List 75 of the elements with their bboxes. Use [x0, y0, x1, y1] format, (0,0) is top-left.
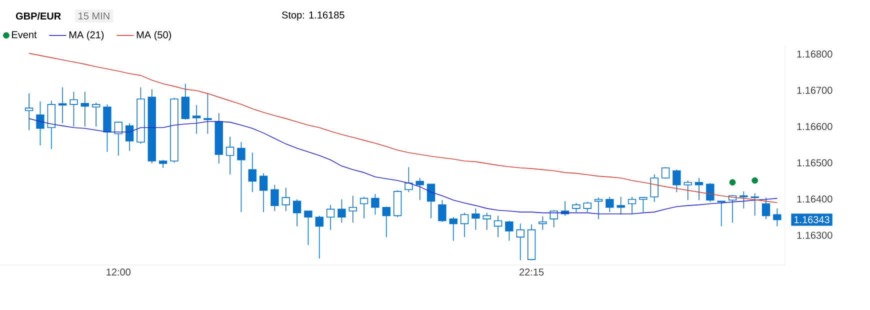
candlestick: [616, 196, 625, 216]
candlestick: [438, 200, 446, 222]
candlestick: [572, 202, 580, 212]
candlestick: [460, 212, 469, 238]
y-tick-label: 1.16600: [797, 123, 832, 130]
candlestick: [103, 104, 112, 152]
candlestick: [214, 112, 223, 164]
text: 1.16343: [794, 216, 830, 224]
candlestick: [661, 166, 670, 180]
legend-label: Event: [12, 31, 37, 38]
candlestick: [628, 196, 636, 214]
candlestick: [773, 208, 782, 227]
candlestick: [248, 152, 256, 193]
candlestick: [192, 104, 201, 134]
candlestick: [650, 174, 658, 202]
y-tick-label: 1.16400: [797, 195, 832, 203]
candlestick: [338, 198, 346, 223]
candlestick: [237, 142, 246, 212]
chart-subtitle: 15 MIN: [78, 12, 110, 20]
candlestick: [125, 122, 134, 152]
candlestick: [259, 172, 268, 212]
y-tick-label: 1.16700: [797, 86, 832, 94]
candlestick: [36, 101, 44, 146]
candlestick: [606, 196, 614, 212]
candlestick: [282, 187, 290, 212]
candlestick: [426, 184, 436, 219]
y-tick-label: 1.16800: [797, 50, 832, 58]
candlestick: [706, 182, 714, 202]
candlestick: [550, 210, 558, 228]
candlestick: [416, 178, 424, 201]
candlestick: [148, 88, 156, 164]
candlestick: [226, 136, 234, 175]
candlestick: [92, 102, 100, 127]
candlestick: [694, 178, 704, 201]
candlestick: [158, 159, 168, 168]
candlestick: [114, 121, 122, 156]
candlestick: [494, 215, 502, 238]
candlestick: [80, 91, 89, 127]
candlestick: [393, 190, 402, 218]
candlestick: [70, 91, 78, 127]
y-tick-label: 1.16300: [797, 232, 832, 239]
candlestick: [270, 184, 279, 212]
candlestick: [360, 196, 368, 219]
candlestick: [639, 196, 648, 212]
candlestick: [516, 223, 524, 261]
candlestick: [348, 195, 357, 223]
candlestick: [170, 98, 178, 164]
candlestick: [136, 86, 145, 144]
candlestick: [181, 83, 190, 120]
x-tick-label: 12:00: [106, 268, 130, 276]
candlestick: [472, 208, 480, 230]
candlestick: [594, 197, 603, 220]
text: Stop: 1.16185: [282, 11, 344, 21]
candlestick: [762, 197, 770, 220]
candlestick: [583, 202, 592, 212]
candlestick: [304, 210, 312, 246]
legend-label: MA (50): [136, 31, 172, 40]
candlestick: [292, 198, 302, 227]
candlestick: [315, 215, 324, 259]
candlestick: [47, 100, 56, 150]
candlestick: [482, 212, 491, 230]
candlestick: [371, 194, 380, 216]
x-tick-label: 22:15: [520, 268, 544, 276]
candlestick: [505, 220, 514, 242]
candlestick: [672, 169, 681, 193]
legend-label: MA (21): [69, 31, 104, 40]
y-tick-label: 1.16500: [797, 159, 832, 166]
candlestick: [382, 206, 390, 238]
candlestick: [404, 166, 413, 193]
candlestick: [449, 216, 458, 242]
chart-title: GBP/EUR: [16, 12, 61, 20]
candlestick: [326, 204, 335, 230]
candlestick: [58, 86, 67, 124]
candlestick: [527, 224, 536, 261]
candlestick: [24, 93, 34, 131]
